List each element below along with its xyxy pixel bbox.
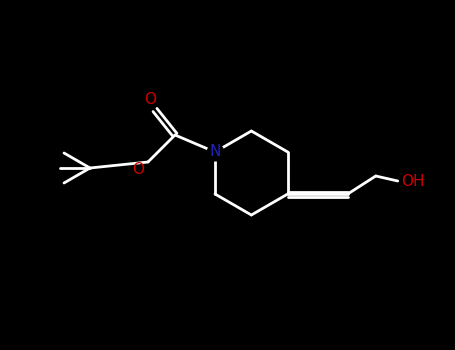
Text: O: O — [144, 92, 156, 107]
Text: N: N — [209, 145, 221, 160]
Text: O: O — [132, 162, 144, 177]
Text: OH: OH — [401, 174, 425, 189]
